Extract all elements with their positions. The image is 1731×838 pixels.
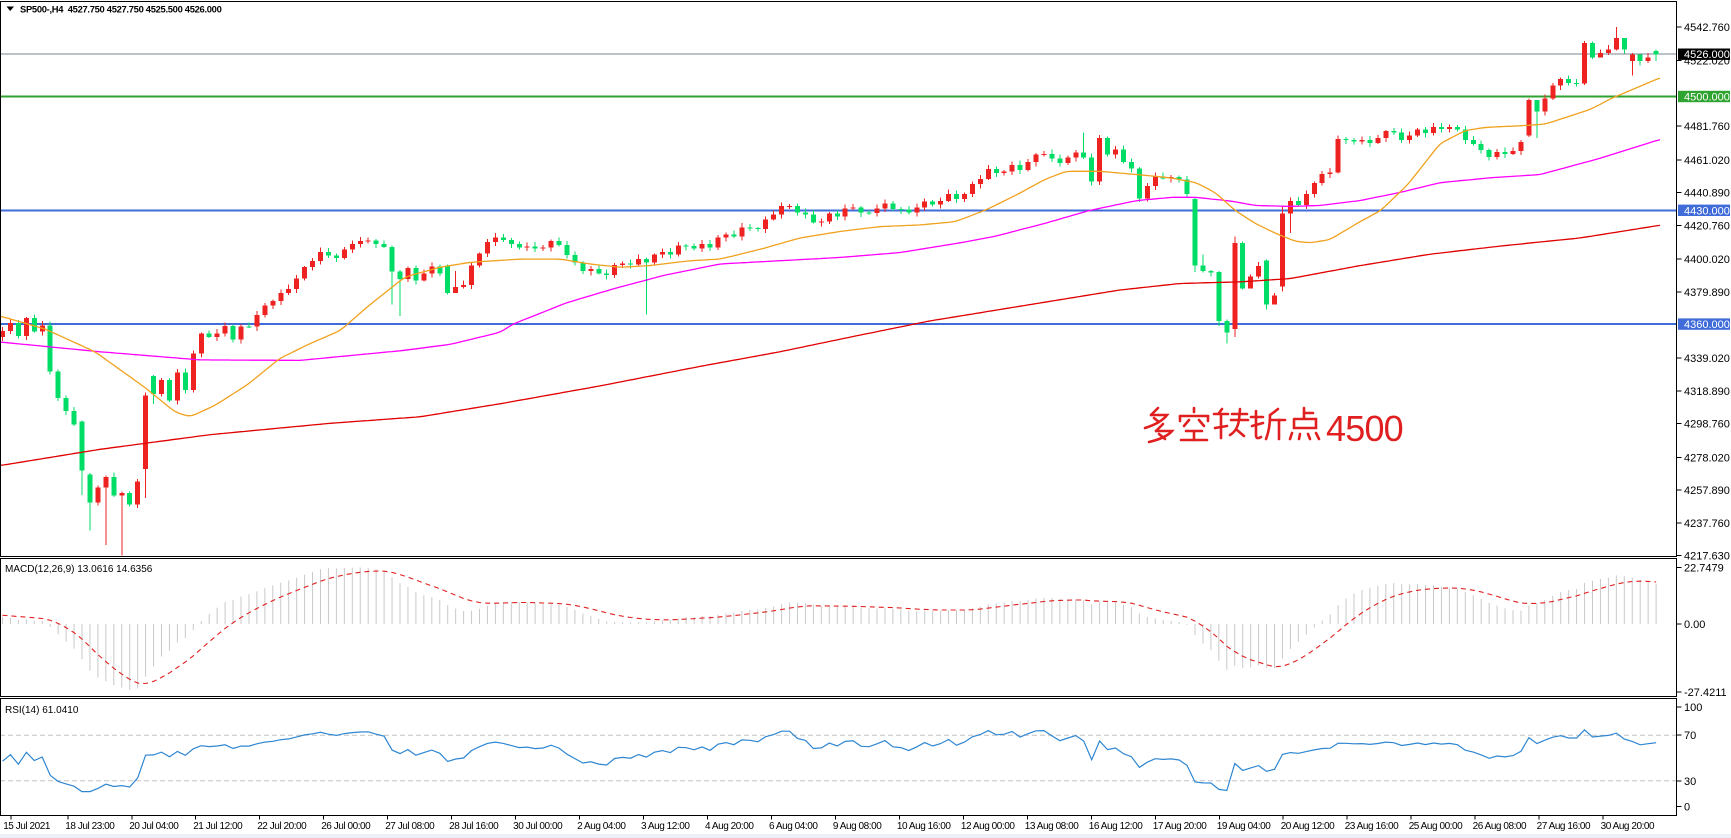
svg-text:4542.760: 4542.760: [1684, 22, 1730, 34]
svg-text:4440.890: 4440.890: [1684, 188, 1730, 200]
svg-text:26 Aug 08:00: 26 Aug 08:00: [1473, 821, 1527, 832]
svg-text:3 Aug 12:00: 3 Aug 12:00: [641, 821, 690, 832]
svg-text:26 Jul 00:00: 26 Jul 00:00: [321, 821, 371, 832]
svg-text:22.7479: 22.7479: [1684, 563, 1724, 575]
svg-text:4481.760: 4481.760: [1684, 121, 1730, 133]
svg-text:SP500-,H4 4527.750 4527.750 4: SP500-,H4 4527.750 4527.750 4525.500 452…: [20, 4, 222, 15]
svg-text:22 Jul 20:00: 22 Jul 20:00: [257, 821, 307, 832]
svg-text:4360.000: 4360.000: [1684, 319, 1730, 331]
svg-text:0: 0: [1684, 802, 1690, 814]
svg-text:2 Aug 04:00: 2 Aug 04:00: [577, 821, 626, 832]
svg-text:70: 70: [1684, 730, 1696, 742]
svg-text:25 Aug 00:00: 25 Aug 00:00: [1409, 821, 1463, 832]
svg-text:4526.000: 4526.000: [1684, 49, 1730, 61]
svg-text:23 Aug 16:00: 23 Aug 16:00: [1345, 821, 1399, 832]
svg-text:4278.020: 4278.020: [1684, 452, 1730, 464]
svg-text:4 Aug 20:00: 4 Aug 20:00: [705, 821, 754, 832]
svg-text:17 Aug 20:00: 17 Aug 20:00: [1153, 821, 1207, 832]
svg-text:RSI(14) 61.0410: RSI(14) 61.0410: [5, 705, 79, 716]
svg-text:27 Jul 08:00: 27 Jul 08:00: [385, 821, 435, 832]
svg-text:16 Aug 12:00: 16 Aug 12:00: [1089, 821, 1143, 832]
svg-text:28 Jul 16:00: 28 Jul 16:00: [449, 821, 499, 832]
svg-text:20 Jul 04:00: 20 Jul 04:00: [129, 821, 179, 832]
svg-text:4217.630: 4217.630: [1684, 551, 1730, 563]
svg-text:20 Aug 12:00: 20 Aug 12:00: [1281, 821, 1335, 832]
svg-text:30 Aug 20:00: 30 Aug 20:00: [1601, 821, 1655, 832]
svg-text:100: 100: [1684, 702, 1702, 714]
svg-text:4379.890: 4379.890: [1684, 287, 1730, 299]
svg-text:19 Aug 04:00: 19 Aug 04:00: [1217, 821, 1271, 832]
svg-text:4339.020: 4339.020: [1684, 353, 1730, 365]
svg-text:4237.760: 4237.760: [1684, 518, 1730, 530]
svg-text:4500: 4500: [1326, 408, 1403, 449]
svg-text:-27.4211: -27.4211: [1684, 687, 1727, 699]
svg-text:4318.890: 4318.890: [1684, 386, 1730, 398]
svg-text:4298.760: 4298.760: [1684, 419, 1730, 431]
svg-text:13 Aug 08:00: 13 Aug 08:00: [1025, 821, 1079, 832]
svg-text:4461.020: 4461.020: [1684, 155, 1730, 167]
svg-text:4400.020: 4400.020: [1684, 254, 1730, 266]
svg-text:9 Aug 08:00: 9 Aug 08:00: [833, 821, 882, 832]
svg-text:30 Jul 00:00: 30 Jul 00:00: [513, 821, 563, 832]
svg-text:18 Jul 23:00: 18 Jul 23:00: [65, 821, 115, 832]
svg-text:4257.890: 4257.890: [1684, 485, 1730, 497]
svg-text:12 Aug 00:00: 12 Aug 00:00: [961, 821, 1015, 832]
svg-text:0.00: 0.00: [1684, 619, 1705, 631]
svg-text:MACD(12,26,9) 13.0616 14.6356: MACD(12,26,9) 13.0616 14.6356: [5, 564, 153, 575]
svg-text:21 Jul 12:00: 21 Jul 12:00: [193, 821, 243, 832]
svg-text:15 Jul 2021: 15 Jul 2021: [3, 821, 51, 832]
svg-text:10 Aug 16:00: 10 Aug 16:00: [897, 821, 951, 832]
svg-text:27 Aug 16:00: 27 Aug 16:00: [1537, 821, 1591, 832]
svg-text:4500.000: 4500.000: [1684, 92, 1730, 104]
svg-text:6 Aug 04:00: 6 Aug 04:00: [769, 821, 818, 832]
svg-text:30: 30: [1684, 776, 1696, 788]
svg-text:4420.760: 4420.760: [1684, 220, 1730, 232]
svg-text:4430.000: 4430.000: [1684, 205, 1730, 217]
